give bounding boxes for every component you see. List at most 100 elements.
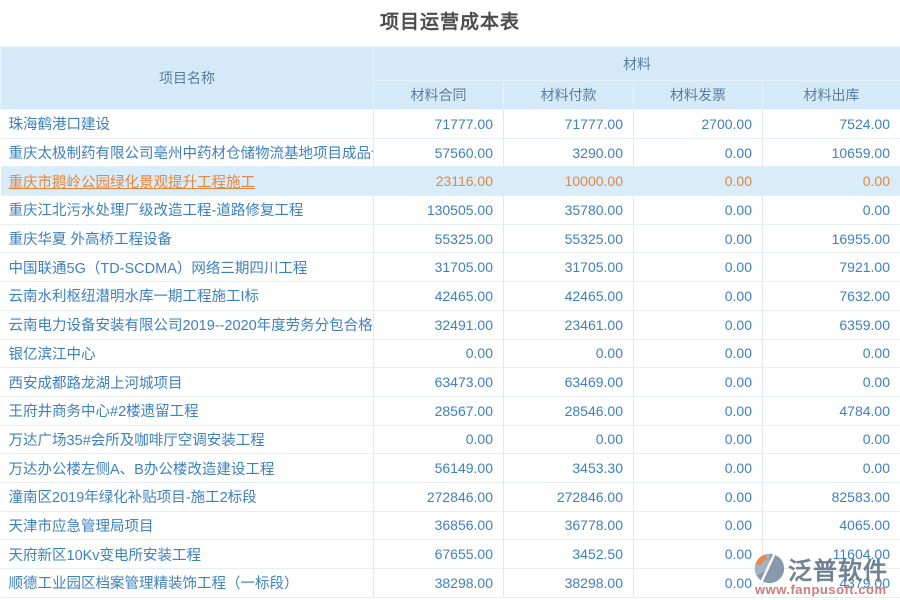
material-contract-cell: 36856.00 xyxy=(373,511,504,541)
material-invoice-cell: 0.00 xyxy=(633,453,763,483)
table-row: 重庆市鹅岭公园绿化景观提升工程施工 23116.00 10000.00 0.00… xyxy=(0,166,900,197)
material-outbound-cell: 82583.00 xyxy=(762,482,900,512)
material-invoice-cell: 0.00 xyxy=(633,511,763,541)
material-contract-cell: 63473.00 xyxy=(373,367,504,397)
material-payment-cell: 55325.00 xyxy=(503,224,634,254)
material-payment-cell: 63469.00 xyxy=(503,367,634,397)
material-outbound-cell: 4065.00 xyxy=(762,511,900,541)
project-name-cell[interactable]: 潼南区2019年绿化补贴项目-施工2标段 xyxy=(0,482,374,512)
material-outbound-cell: 7524.00 xyxy=(762,109,900,139)
table-row: 重庆江北污水处理厂级改造工程-道路修复工程 130505.00 35780.00… xyxy=(0,195,900,225)
material-contract-cell: 71777.00 xyxy=(373,109,504,139)
table-row: 王府井商务中心#2楼遗留工程 28567.00 28546.00 0.00 47… xyxy=(0,396,900,426)
col-header-material-payment: 材料付款 xyxy=(503,80,634,110)
material-payment-cell: 35780.00 xyxy=(503,195,634,225)
material-invoice-cell: 0.00 xyxy=(633,396,763,426)
material-contract-cell: 57560.00 xyxy=(373,138,504,168)
material-contract-cell: 56149.00 xyxy=(373,453,504,483)
material-outbound-cell: 0.00 xyxy=(762,425,900,455)
material-invoice-cell: 0.00 xyxy=(633,539,763,569)
table-row: 中国联通5G（TD-SCDMA）网络三期四川工程 31705.00 31705.… xyxy=(0,252,900,283)
col-header-project-name: 项目名称 xyxy=(0,46,374,110)
material-outbound-cell: 0.00 xyxy=(762,453,900,483)
project-name-cell[interactable]: 天津市应急管理局项目 xyxy=(0,511,374,541)
project-name-cell[interactable]: 云南电力设备安装有限公司2019--2020年度劳务分包合格供应商 xyxy=(0,310,374,340)
material-payment-cell: 71777.00 xyxy=(503,109,634,139)
material-outbound-cell: 0.00 xyxy=(762,195,900,225)
col-group-header-material: 材料 xyxy=(373,46,900,81)
material-invoice-cell: 0.00 xyxy=(633,224,763,254)
project-name-cell[interactable]: 万达广场35#会所及咖啡厅空调安装工程 xyxy=(0,425,374,455)
material-outbound-cell: 4784.00 xyxy=(762,396,900,426)
material-contract-cell: 55325.00 xyxy=(373,224,504,254)
project-name-cell[interactable]: 顺德工业园区档案管理精装饰工程（一标段） xyxy=(0,568,374,598)
project-name-cell[interactable]: 重庆太极制药有限公司亳州中药材仓储物流基地项目成品仓库和 xyxy=(0,138,374,168)
material-invoice-cell: 0.00 xyxy=(633,367,763,397)
material-payment-cell: 0.00 xyxy=(503,425,634,455)
table-row: 万达办公楼左侧A、B办公楼改造建设工程 56149.00 3453.30 0.0… xyxy=(0,453,900,483)
material-contract-cell: 31705.00 xyxy=(373,252,504,283)
material-outbound-cell: 6359.00 xyxy=(762,310,900,340)
material-outbound-cell: 0.00 xyxy=(762,166,900,197)
project-name-cell[interactable]: 天府新区10Kv变电所安装工程 xyxy=(0,539,374,569)
material-contract-cell: 67655.00 xyxy=(373,539,504,569)
col-header-material-invoice: 材料发票 xyxy=(633,80,763,110)
project-name-cell[interactable]: 珠海鹤港口建设 xyxy=(0,109,374,139)
material-payment-cell: 3290.00 xyxy=(503,138,634,168)
project-name-cell[interactable]: 银亿滨江中心 xyxy=(0,339,374,369)
table-row: 天津市应急管理局项目 36856.00 36778.00 0.00 4065.0… xyxy=(0,511,900,541)
page-title: 项目运营成本表 xyxy=(379,12,520,33)
material-payment-cell: 31705.00 xyxy=(503,252,634,283)
material-invoice-cell: 0.00 xyxy=(633,568,763,598)
project-name-cell[interactable]: 万达办公楼左侧A、B办公楼改造建设工程 xyxy=(0,453,374,483)
project-cost-table: 项目名称 材料 材料合同 材料付款 材料发票 材料出库 珠海鹤港口建设 7177… xyxy=(0,46,900,598)
material-contract-cell: 272846.00 xyxy=(373,482,504,512)
material-invoice-cell: 0.00 xyxy=(633,482,763,512)
material-invoice-cell: 0.00 xyxy=(633,425,763,455)
table-row: 重庆华夏 外高桥工程设备 55325.00 55325.00 0.00 1695… xyxy=(0,224,900,254)
project-name-cell[interactable]: 重庆江北污水处理厂级改造工程-道路修复工程 xyxy=(0,195,374,225)
material-outbound-cell: 7632.00 xyxy=(762,281,900,311)
project-name-cell[interactable]: 重庆华夏 外高桥工程设备 xyxy=(0,224,374,254)
table-header: 项目名称 材料 材料合同 材料付款 材料发票 材料出库 xyxy=(0,46,900,110)
material-outbound-cell: 7921.00 xyxy=(762,252,900,283)
material-payment-cell: 36778.00 xyxy=(503,511,634,541)
material-invoice-cell: 0.00 xyxy=(633,166,763,197)
material-payment-cell: 3453.30 xyxy=(503,453,634,483)
material-invoice-cell: 0.00 xyxy=(633,252,763,283)
table-row: 重庆太极制药有限公司亳州中药材仓储物流基地项目成品仓库和 57560.00 32… xyxy=(0,138,900,168)
table-row: 银亿滨江中心 0.00 0.00 0.00 0.00 xyxy=(0,339,900,369)
material-contract-cell: 130505.00 xyxy=(373,195,504,225)
material-contract-cell: 0.00 xyxy=(373,339,504,369)
project-name-cell[interactable]: 重庆市鹅岭公园绿化景观提升工程施工 xyxy=(0,166,374,197)
material-invoice-cell: 0.00 xyxy=(633,195,763,225)
material-payment-cell: 272846.00 xyxy=(503,482,634,512)
material-invoice-cell: 0.00 xyxy=(633,281,763,311)
project-name-cell[interactable]: 王府井商务中心#2楼遗留工程 xyxy=(0,396,374,426)
material-invoice-cell: 0.00 xyxy=(633,310,763,340)
material-invoice-cell: 0.00 xyxy=(633,339,763,369)
table-row: 云南水利枢纽潜明水库一期工程施工I标 42465.00 42465.00 0.0… xyxy=(0,281,900,311)
project-name-cell[interactable]: 西安成都路龙湖上河城项目 xyxy=(0,367,374,397)
table-row: 西安成都路龙湖上河城项目 63473.00 63469.00 0.00 0.00 xyxy=(0,367,900,397)
material-invoice-cell: 2700.00 xyxy=(633,109,763,139)
table-row: 珠海鹤港口建设 71777.00 71777.00 2700.00 7524.0… xyxy=(0,109,900,139)
table-row: 顺德工业园区档案管理精装饰工程（一标段） 38298.00 38298.00 0… xyxy=(0,568,900,598)
project-name-cell[interactable]: 云南水利枢纽潜明水库一期工程施工I标 xyxy=(0,281,374,311)
material-payment-cell: 42465.00 xyxy=(503,281,634,311)
material-payment-cell: 3452.50 xyxy=(503,539,634,569)
material-payment-cell: 28546.00 xyxy=(503,396,634,426)
material-contract-cell: 42465.00 xyxy=(373,281,504,311)
material-outbound-cell: 16955.00 xyxy=(762,224,900,254)
material-contract-cell: 38298.00 xyxy=(373,568,504,598)
material-payment-cell: 10000.00 xyxy=(503,166,634,197)
col-header-material-contract: 材料合同 xyxy=(373,80,504,110)
material-invoice-cell: 0.00 xyxy=(633,138,763,168)
table-row: 潼南区2019年绿化补贴项目-施工2标段 272846.00 272846.00… xyxy=(0,482,900,512)
table-row: 云南电力设备安装有限公司2019--2020年度劳务分包合格供应商 32491.… xyxy=(0,310,900,340)
material-contract-cell: 32491.00 xyxy=(373,310,504,340)
material-outbound-cell: 0.00 xyxy=(762,367,900,397)
project-name-cell[interactable]: 中国联通5G（TD-SCDMA）网络三期四川工程 xyxy=(0,252,374,283)
table-body: 珠海鹤港口建设 71777.00 71777.00 2700.00 7524.0… xyxy=(0,109,900,598)
table-row: 万达广场35#会所及咖啡厅空调安装工程 0.00 0.00 0.00 0.00 xyxy=(0,425,900,455)
